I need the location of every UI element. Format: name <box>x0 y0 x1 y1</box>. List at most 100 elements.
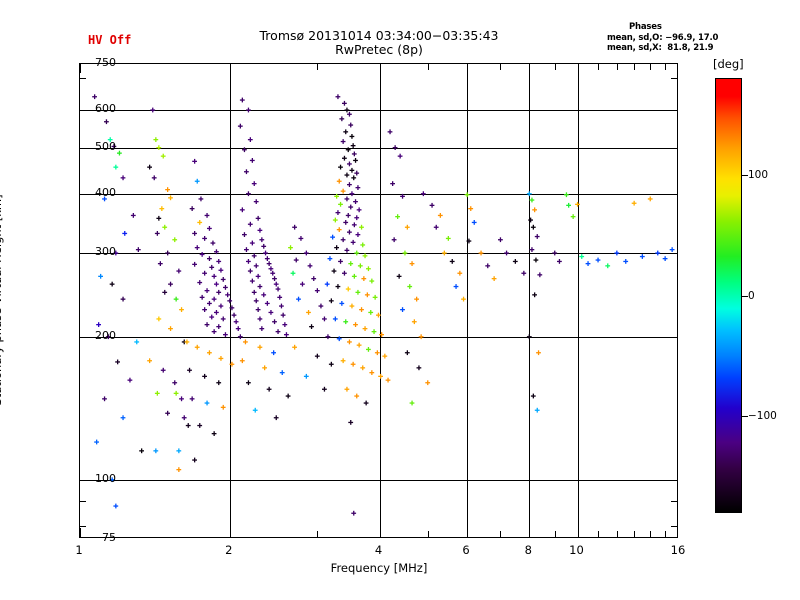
scatter-point <box>275 286 281 292</box>
scatter-point <box>160 367 166 373</box>
x-tick-label: 2 <box>225 543 233 557</box>
scatter-point <box>159 206 165 211</box>
scatter-point <box>216 380 222 386</box>
x-minor-tick <box>634 531 636 537</box>
scatter-point <box>229 361 235 367</box>
scatter-point <box>355 289 361 295</box>
scatter-point <box>154 390 160 396</box>
scatter-point <box>209 264 215 270</box>
scatter-point <box>336 336 342 342</box>
scatter-point <box>532 292 537 298</box>
scatter-point <box>354 250 360 256</box>
scatter-point <box>530 224 536 230</box>
x-minor-tick <box>634 64 636 70</box>
scatter-point <box>259 326 265 331</box>
scatter-point <box>307 263 313 269</box>
scatter-point <box>379 332 384 337</box>
y-tick-label: 500 <box>95 139 116 153</box>
scatter-point <box>247 221 253 227</box>
scatter-point <box>366 266 371 272</box>
scatter-point <box>261 243 267 249</box>
scatter-point <box>168 281 173 287</box>
y-major-tick <box>668 336 677 338</box>
scatter-point <box>347 161 352 167</box>
scatter-point <box>311 276 317 281</box>
scatter-point <box>344 172 350 178</box>
scatter-point <box>351 175 357 181</box>
x-major-tick <box>229 528 231 537</box>
scatter-point <box>223 332 228 337</box>
y-major-tick <box>668 253 677 254</box>
scatter-point <box>526 191 532 197</box>
scatter-point <box>364 292 370 298</box>
scatter-point <box>192 158 197 164</box>
y-tick-label: 75 <box>102 531 116 544</box>
scatter-point <box>244 169 249 175</box>
scatter-point <box>330 234 335 240</box>
scatter-point <box>338 259 343 264</box>
scatter-point <box>441 250 447 256</box>
scatter-point <box>261 292 267 298</box>
scatter-point <box>185 423 191 428</box>
scatter-point <box>229 305 235 311</box>
x-major-tick <box>379 528 381 537</box>
scatter-point <box>227 298 233 304</box>
scatter-point <box>400 193 405 199</box>
scatter-point <box>209 314 215 320</box>
gridline-horizontal <box>80 193 677 195</box>
scatter-point <box>342 100 347 106</box>
scatter-point <box>134 339 140 345</box>
scatter-point <box>252 407 258 413</box>
scatter-point <box>409 261 415 266</box>
y-minor-tick <box>80 525 86 527</box>
scatter-point <box>340 188 346 194</box>
scatter-plot-area[interactable] <box>79 63 678 538</box>
scatter-point <box>214 249 219 255</box>
scatter-point <box>255 307 261 312</box>
x-minor-tick <box>650 64 652 70</box>
scatter-point <box>94 439 99 445</box>
x-tick-label: 1 <box>75 543 83 557</box>
scatter-point <box>655 250 661 256</box>
y-major-tick <box>668 110 677 111</box>
colorbar[interactable]: 100 0 −100 <box>715 78 777 513</box>
scatter-point <box>429 202 435 208</box>
scatter-point <box>328 361 334 367</box>
scatter-point <box>391 237 397 243</box>
scatter-point <box>211 431 217 436</box>
scatter-point <box>246 259 251 264</box>
scatter-point <box>324 281 330 287</box>
scatter-point <box>353 158 358 163</box>
x-tick-label: 10 <box>569 543 584 557</box>
scatter-point <box>348 420 354 425</box>
scatter-point <box>526 334 532 340</box>
x-major-tick <box>467 64 469 73</box>
scatter-point <box>189 206 195 211</box>
scatter-point <box>207 301 212 306</box>
scatter-point <box>466 238 472 244</box>
scatter-point <box>350 239 356 245</box>
x-major-tick <box>229 64 231 73</box>
y-tick-label: 600 <box>95 102 116 115</box>
scatter-point <box>350 143 356 148</box>
scatter-point <box>273 415 279 421</box>
scatter-point <box>374 350 380 356</box>
scatter-point <box>139 448 144 454</box>
scatter-point <box>109 477 115 483</box>
scatter-point <box>471 220 477 225</box>
scatter-point <box>325 334 331 340</box>
scatter-point <box>218 356 224 361</box>
x-minor-tick <box>616 64 618 70</box>
x-minor-tick <box>665 64 667 70</box>
scatter-point <box>356 207 362 213</box>
scatter-point <box>351 222 357 228</box>
scatter-point <box>344 386 350 392</box>
scatter-point <box>192 261 197 267</box>
scatter-point <box>361 276 367 281</box>
scatter-point <box>268 310 274 315</box>
scatter-point <box>220 316 226 322</box>
scatter-point <box>271 350 276 356</box>
scatter-point <box>176 448 182 454</box>
colorbar-tick <box>742 295 748 297</box>
scatter-point <box>336 227 342 232</box>
